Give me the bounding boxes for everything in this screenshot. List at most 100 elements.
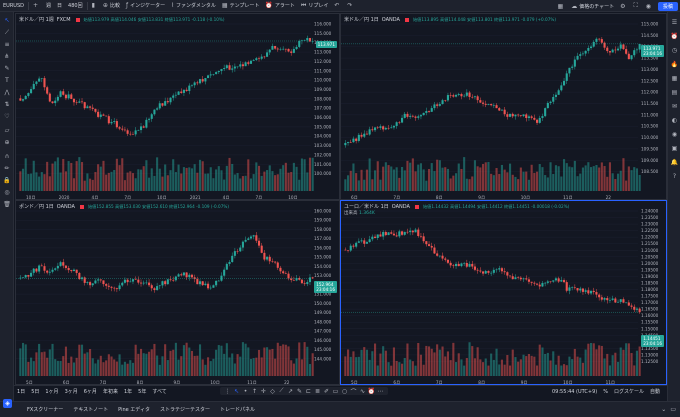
range-1y[interactable]: 1年: [123, 388, 133, 395]
range-all[interactable]: すべて: [152, 388, 167, 395]
auto-scale-toggle[interactable]: 自動: [649, 389, 660, 395]
shapes-icon[interactable]: ♡: [4, 113, 10, 120]
range-3m[interactable]: 3ヶ月: [64, 388, 78, 395]
range-selector[interactable]: 480回: [68, 3, 83, 9]
range-6m[interactable]: 6ヶ月: [83, 388, 97, 395]
chart-pane-gbpjpy-daily[interactable]: 160.000 159.000 158.000 157.000 156.000 155.0…: [15, 200, 340, 385]
pattern-icon[interactable]: ⋀: [4, 89, 10, 96]
range-1d[interactable]: 1日: [17, 388, 26, 395]
symbol-title[interactable]: ポンド／円 1日: [19, 204, 54, 210]
measure-icon[interactable]: ⊏: [305, 387, 312, 395]
publish-button[interactable]: 投稿: [657, 1, 678, 11]
tab-pine-editor[interactable]: Pine エディタ: [118, 407, 150, 413]
arrow-icon[interactable]: ↑: [251, 387, 258, 395]
symbol-title[interactable]: 米ドル／円 1週: [19, 17, 54, 23]
grip-icon[interactable]: ⋮: [224, 387, 231, 395]
help-icon[interactable]: ?: [672, 173, 677, 180]
pen-icon[interactable]: ✐: [323, 387, 330, 395]
replay-button[interactable]: ⏮ リプレイ: [300, 1, 329, 10]
ideas-icon[interactable]: ◐: [671, 117, 678, 124]
range-5y[interactable]: 5年: [138, 388, 147, 395]
alerts-icon[interactable]: ⏰: [670, 33, 679, 40]
path-icon[interactable]: ∿: [359, 387, 366, 395]
circle-icon[interactable]: ○: [341, 387, 348, 395]
log-scale-toggle[interactable]: ログスケール: [613, 389, 644, 395]
interval-selector[interactable]: 週: [46, 3, 52, 9]
fib-icon[interactable]: ≣: [314, 387, 321, 395]
watchlist-icon[interactable]: ☰: [671, 19, 678, 26]
diamond-icon[interactable]: ◇: [270, 387, 275, 395]
hotlist-icon[interactable]: 🔥: [670, 61, 679, 68]
prediction-icon[interactable]: ⇅: [4, 101, 10, 108]
symbol-title[interactable]: ユーロ／米ドル 1日: [344, 204, 389, 210]
symbol-search[interactable]: EURUSD: [3, 2, 24, 9]
ruler-icon[interactable]: ▱: [4, 127, 10, 134]
interval-selector-2[interactable]: 日: [57, 3, 63, 9]
chart-pane-eurusd-daily[interactable]: 1.24000 1.23500 1.23000 1.22500 1.22000 1.215…: [340, 200, 667, 385]
brush-icon[interactable]: ✎: [296, 387, 303, 395]
settings-button[interactable]: ⚙: [617, 0, 630, 12]
arc-icon[interactable]: ⌒: [350, 388, 357, 396]
more-icon[interactable]: ⋯: [377, 387, 384, 395]
tab-fx-screener[interactable]: FXスクリーナー: [27, 407, 64, 413]
lock-drawing-icon[interactable]: ✏: [4, 165, 10, 172]
text-icon[interactable]: T: [5, 77, 9, 84]
indicators-button[interactable]: ƒ インジケーター: [125, 2, 166, 9]
percent-toggle[interactable]: %: [603, 388, 608, 395]
chart-canvas[interactable]: 116.000115.000114.000113.000112.000111.0…: [16, 14, 340, 200]
zoom-icon[interactable]: ⊕: [4, 139, 10, 146]
alarm-icon[interactable]: ⏰: [367, 387, 376, 395]
add-symbol-button[interactable]: +: [30, 0, 43, 12]
dot-icon[interactable]: •: [243, 387, 248, 395]
volume-bar: [398, 362, 401, 376]
undo-button[interactable]: ↶: [331, 0, 344, 12]
crosshair-icon[interactable]: ✛: [260, 387, 267, 395]
news-icon[interactable]: ▤: [671, 89, 678, 96]
maximize-icon[interactable]: ▭: [670, 406, 676, 413]
range-ytd[interactable]: 年初来: [102, 388, 118, 395]
calendar2-icon[interactable]: ▣: [671, 145, 678, 152]
notifications-icon[interactable]: 🔔: [670, 159, 679, 166]
horizontal-lines-icon[interactable]: ≡: [4, 41, 10, 48]
redo-button[interactable]: ↷: [344, 0, 357, 12]
chart-type-button[interactable]: ▮: [89, 0, 100, 12]
tab-trade-panel[interactable]: トレードパネル: [219, 407, 255, 413]
pitchfork-icon[interactable]: ⋔: [4, 53, 10, 60]
ray-icon[interactable]: ↗: [287, 387, 294, 395]
fundamentals-button[interactable]: ⌇ ファンダメンタル: [171, 2, 216, 9]
eye-icon[interactable]: ◎: [4, 189, 10, 196]
fullscreen-button[interactable]: ⛶: [631, 0, 643, 12]
chart-canvas[interactable]: 115.000114.500114.000113.500113.000112.5…: [341, 14, 667, 200]
chart-pane-usdjpy-weekly[interactable]: 116.000115.000114.000113.000112.000111.0…: [15, 13, 340, 200]
range-1m[interactable]: 1ヶ月: [45, 388, 59, 395]
collapse-icon[interactable]: ⌄: [661, 406, 667, 413]
brush-icon[interactable]: ✎: [4, 65, 10, 72]
tab-strategy-tester[interactable]: ストラテジーテスター: [159, 407, 210, 413]
trendline-icon[interactable]: ⟋: [4, 28, 10, 36]
streams-icon[interactable]: ◉: [671, 131, 678, 138]
line-icon[interactable]: ⟋: [279, 387, 284, 394]
compare-button[interactable]: ⊕ 比較: [102, 2, 120, 9]
data-window-icon[interactable]: ◷: [671, 47, 678, 54]
chat-icon[interactable]: ✉: [671, 103, 678, 110]
tab-text-notes[interactable]: テキストノート: [73, 407, 109, 413]
object-tree-button[interactable]: ◈: [3, 399, 12, 408]
snapshot-button[interactable]: ◉: [643, 0, 656, 12]
chart-canvas[interactable]: 160.000 159.000 158.000 157.000 156.000 155.0…: [16, 201, 340, 385]
cursor-icon[interactable]: ↖: [4, 17, 10, 24]
symbol-title[interactable]: 米ドル／円 1日: [344, 17, 379, 23]
clock[interactable]: 09:55:44 (UTC+9): [551, 388, 598, 395]
range-5d[interactable]: 5日: [31, 388, 40, 395]
templates-button[interactable]: ▦ テンプレート: [221, 2, 260, 9]
layout-name[interactable]: ☁ 価格のチャート: [571, 2, 615, 10]
alert-button[interactable]: ⏰ アラート: [265, 2, 295, 9]
lock-icon[interactable]: 🔒: [3, 177, 11, 184]
chart-pane-usdjpy-daily[interactable]: 115.000114.500114.000113.500113.000112.5…: [340, 13, 667, 200]
rect-icon[interactable]: ▭: [332, 387, 339, 395]
cursor-icon[interactable]: ↖: [233, 387, 240, 395]
magnet-icon[interactable]: ∩: [4, 153, 10, 160]
calendar-icon[interactable]: ▦: [671, 75, 678, 82]
layout-grid-button[interactable]: ▦: [555, 0, 569, 12]
trash-icon[interactable]: 🗑: [3, 201, 11, 208]
